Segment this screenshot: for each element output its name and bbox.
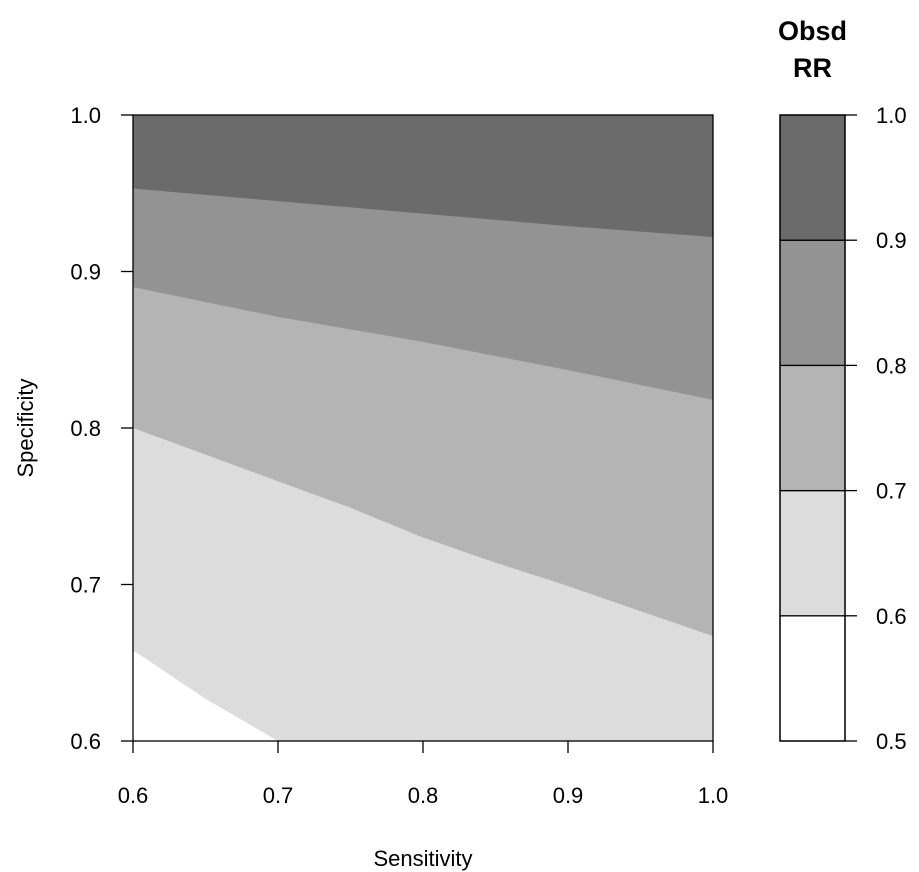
color-key-swatch [779,364,846,492]
color-key-tick-label: 0.7 [876,479,907,504]
color-key-frame [779,114,846,742]
color-key-tick-label: 0.9 [876,228,907,253]
contour-bands [133,115,713,741]
x-tick-label: 0.8 [408,783,439,808]
y-tick-label: 0.7 [70,573,101,598]
color-key-swatch [779,615,846,742]
y-axis-title: Specificity [13,378,38,477]
x-tick-label: 0.7 [263,783,294,808]
color-key-swatch [779,114,846,241]
contour-band [133,650,713,741]
color-key-tick-label: 1.0 [876,103,907,128]
color-key-swatch [779,489,846,617]
color-key-tick-label: 0.6 [876,604,907,629]
x-tick-label: 1.0 [698,783,729,808]
y-tick-label: 0.6 [70,729,101,754]
x-tick-label: 0.9 [553,783,584,808]
color-key-swatches [779,114,846,742]
y-tick-label: 0.8 [70,416,101,441]
color-key: 0.5 0.6 0.7 0.8 0.9 1.0 Obsd RR [778,16,907,754]
color-key-swatch [779,239,846,367]
color-key-axis: 0.5 0.6 0.7 0.8 0.9 1.0 [845,103,907,754]
color-key-title-line1: Obsd [778,16,847,46]
y-axis: 0.6 0.7 0.8 0.9 1.0 [70,103,133,754]
x-axis: 0.6 0.7 0.8 0.9 1.0 [118,741,729,808]
x-tick-label: 0.6 [118,783,149,808]
color-key-tick-label: 0.8 [876,353,907,378]
y-tick-label: 1.0 [70,103,101,128]
x-axis-title: Sensitivity [373,846,472,871]
contour-band [133,428,713,741]
y-tick-label: 0.9 [70,260,101,285]
color-key-title-line2: RR [793,53,832,83]
color-key-tick-label: 0.5 [876,729,907,754]
